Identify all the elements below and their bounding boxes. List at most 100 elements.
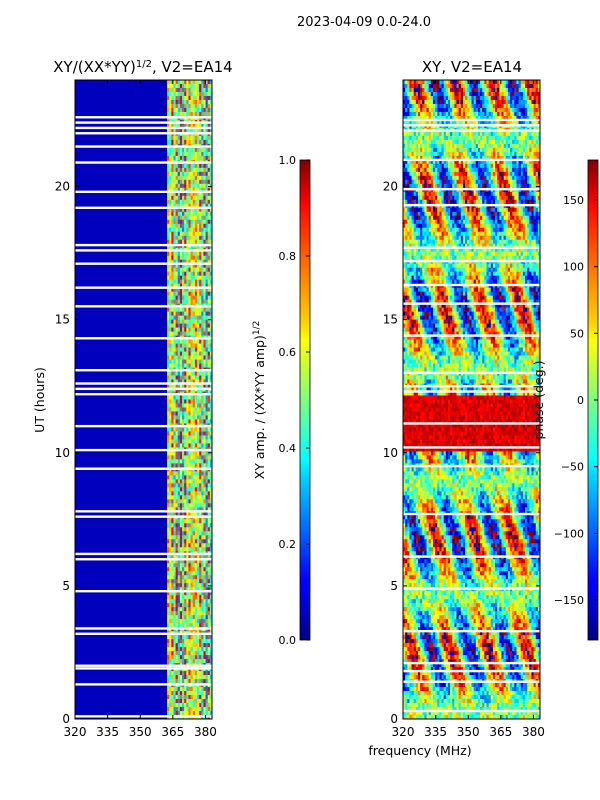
heatmap-cell xyxy=(194,339,198,344)
heatmap-cell xyxy=(209,327,213,332)
heatmap-cell xyxy=(201,611,204,616)
heatmap-cell xyxy=(169,151,172,157)
heatmap-cell xyxy=(177,491,181,496)
heatmap-cell xyxy=(182,203,185,209)
heatmap-cell xyxy=(184,151,187,157)
heatmap-cell xyxy=(194,291,198,297)
heatmap-cell xyxy=(186,531,189,536)
heatmap-cell xyxy=(207,139,211,145)
heatmap-cell xyxy=(201,351,204,356)
flagged-row xyxy=(75,121,212,124)
heatmap-cell xyxy=(209,595,213,600)
heatmap-cell xyxy=(203,211,206,217)
heatmap-cell xyxy=(190,543,194,548)
heatmap-cell xyxy=(199,567,202,572)
heatmap-cell xyxy=(184,511,187,516)
heatmap-cell xyxy=(194,415,198,420)
heatmap-cell xyxy=(184,523,187,528)
flagged-row xyxy=(75,382,212,385)
heatmap-cell xyxy=(205,431,209,436)
heatmap-cell xyxy=(171,231,174,237)
heatmap-cell xyxy=(205,459,209,464)
heatmap-cell xyxy=(169,375,172,380)
heatmap-cell xyxy=(192,355,196,360)
heatmap-cell xyxy=(190,80,194,85)
heatmap-cell xyxy=(179,555,183,560)
heatmap-cell xyxy=(190,251,194,257)
heatmap-cell xyxy=(188,383,191,388)
heatmap-cell xyxy=(169,535,172,540)
heatmap-cell xyxy=(209,163,213,169)
heatmap-cell xyxy=(194,559,198,564)
heatmap-cell xyxy=(192,443,196,448)
heatmap-cell xyxy=(207,463,211,468)
heatmap-cell xyxy=(194,435,198,440)
heatmap-cell xyxy=(199,519,202,524)
heatmap-cell xyxy=(184,307,187,313)
heatmap-cell xyxy=(199,599,202,604)
heatmap-cell xyxy=(179,315,183,321)
heatmap-cell xyxy=(192,275,196,281)
heatmap-cell xyxy=(177,195,181,201)
heatmap-cell xyxy=(167,323,170,329)
heatmap-cell xyxy=(175,523,179,528)
heatmap-cell xyxy=(175,319,179,325)
heatmap-cell xyxy=(184,339,187,344)
heatmap-cell xyxy=(167,95,170,101)
heatmap-cell xyxy=(171,147,174,153)
heatmap-cell xyxy=(192,535,196,540)
heatmap-cell xyxy=(203,439,206,444)
heatmap-cell xyxy=(186,495,189,500)
heatmap-cell xyxy=(194,127,198,133)
heatmap-cell xyxy=(201,203,204,209)
heatmap-cell xyxy=(171,419,174,424)
heatmap-cell xyxy=(199,535,202,540)
heatmap-cell xyxy=(201,327,204,332)
heatmap-cell xyxy=(179,359,183,364)
heatmap-cell xyxy=(201,287,204,293)
heatmap-cell xyxy=(207,127,211,133)
heatmap-cell xyxy=(188,175,191,181)
heatmap-cell xyxy=(171,531,174,536)
heatmap-cell xyxy=(182,91,185,97)
heatmap-cell xyxy=(199,383,202,388)
heatmap-cell xyxy=(199,255,202,261)
heatmap-cell xyxy=(203,379,206,384)
heatmap-cell xyxy=(175,571,179,576)
heatmap-cell xyxy=(194,427,198,432)
heatmap-cell xyxy=(179,443,183,448)
heatmap-cell xyxy=(184,567,187,572)
heatmap-cell xyxy=(175,255,179,261)
heatmap-cell xyxy=(182,251,185,257)
heatmap-cell xyxy=(197,443,200,448)
heatmap-cell xyxy=(201,275,204,281)
y-tick-label: 0 xyxy=(62,712,70,726)
heatmap-cell xyxy=(197,87,200,93)
heatmap-cell xyxy=(186,591,189,596)
heatmap-cell xyxy=(169,383,172,388)
heatmap-cell xyxy=(192,263,196,269)
heatmap-cell xyxy=(194,111,198,117)
heatmap-cell xyxy=(182,439,185,444)
heatmap-cell xyxy=(186,195,189,201)
heatmap-cell xyxy=(192,183,196,189)
heatmap-cell xyxy=(203,463,206,468)
heatmap-cell xyxy=(207,543,211,548)
heatmap-cell xyxy=(207,415,211,420)
heatmap-cell xyxy=(184,323,187,329)
heatmap-cell xyxy=(171,123,174,129)
heatmap-cell xyxy=(173,167,177,173)
heatmap-cell xyxy=(207,123,211,129)
heatmap-cell xyxy=(167,151,170,157)
heatmap-cell xyxy=(190,163,194,169)
heatmap-cell xyxy=(175,219,179,225)
heatmap-cell xyxy=(207,547,211,552)
heatmap-cell xyxy=(171,615,174,620)
heatmap-cell xyxy=(167,275,170,281)
heatmap-cell xyxy=(173,187,177,193)
heatmap-cell xyxy=(182,239,185,245)
heatmap-cell xyxy=(182,155,185,161)
heatmap-cell xyxy=(173,451,177,456)
heatmap-cell xyxy=(179,175,183,181)
heatmap-cell xyxy=(169,583,172,588)
